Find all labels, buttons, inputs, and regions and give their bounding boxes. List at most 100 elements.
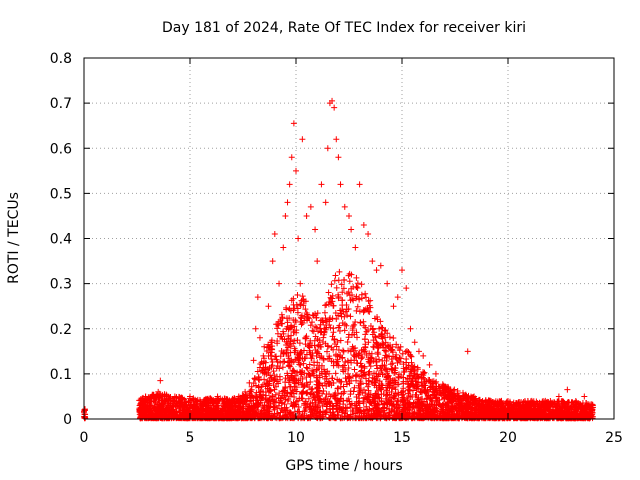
- roti-point: [397, 343, 404, 350]
- roti-point: [340, 285, 347, 292]
- roti-point: [227, 405, 234, 412]
- roti-point: [242, 388, 249, 395]
- roti-point: [406, 400, 413, 407]
- roti-point: [208, 397, 215, 404]
- roti-point: [464, 348, 471, 355]
- roti-point: [280, 244, 287, 251]
- roti-point: [538, 402, 545, 409]
- roti-point: [303, 364, 310, 371]
- roti-point: [299, 293, 306, 300]
- roti-point: [366, 399, 373, 406]
- roti-point: [290, 376, 297, 383]
- roti-point: [374, 365, 381, 372]
- roti-point: [282, 412, 289, 419]
- roti-point: [322, 199, 329, 206]
- roti-point: [315, 404, 322, 411]
- roti-point: [464, 406, 471, 413]
- roti-point: [292, 386, 299, 393]
- roti-point: [193, 397, 200, 404]
- roti-point: [181, 401, 188, 408]
- roti-point: [317, 329, 324, 336]
- roti-point: [150, 411, 157, 418]
- roti-point: [349, 415, 356, 422]
- roti-point: [337, 307, 344, 314]
- roti-point: [373, 267, 380, 274]
- roti-point: [353, 402, 360, 409]
- roti-point: [296, 395, 303, 402]
- roti-point: [534, 400, 541, 407]
- roti-point: [316, 374, 323, 381]
- roti-point: [333, 284, 340, 291]
- roti-point: [370, 357, 377, 364]
- roti-point: [246, 398, 253, 405]
- roti-point: [181, 415, 188, 422]
- y-tick-label: 0.8: [50, 51, 72, 67]
- roti-point: [266, 396, 273, 403]
- roti-point: [382, 415, 389, 422]
- roti-point: [337, 415, 344, 422]
- roti-point: [369, 331, 376, 338]
- roti-point: [420, 410, 427, 417]
- roti-point: [159, 409, 166, 416]
- roti-point: [277, 359, 284, 366]
- roti-point: [433, 395, 440, 402]
- roti-point: [350, 297, 357, 304]
- roti-point: [426, 361, 433, 368]
- roti-point: [375, 411, 382, 418]
- roti-point: [344, 312, 351, 319]
- roti-point: [259, 403, 266, 410]
- roti-point: [373, 373, 380, 380]
- roti-point: [365, 230, 372, 237]
- roti-point: [488, 397, 495, 404]
- roti-point: [307, 373, 314, 380]
- roti-point: [356, 181, 363, 188]
- roti-point: [347, 388, 354, 395]
- roti-point: [284, 359, 291, 366]
- roti-point: [305, 343, 312, 350]
- roti-point: [354, 334, 361, 341]
- roti-point: [173, 394, 180, 401]
- roti-point: [381, 409, 388, 416]
- roti-point: [547, 397, 554, 404]
- roti-point: [581, 415, 588, 422]
- roti-point: [196, 396, 203, 403]
- roti-point: [159, 415, 166, 422]
- roti-point: [339, 289, 346, 296]
- roti-point: [412, 392, 419, 399]
- roti-point: [345, 331, 352, 338]
- roti-point: [393, 351, 400, 358]
- roti-point: [386, 353, 393, 360]
- roti-point: [335, 385, 342, 392]
- roti-point: [490, 411, 497, 418]
- roti-point: [356, 296, 363, 303]
- roti-point: [349, 373, 356, 380]
- roti-point: [451, 386, 458, 393]
- roti-point: [229, 397, 236, 404]
- roti-point: [312, 333, 319, 340]
- roti-point: [351, 366, 358, 373]
- roti-point: [303, 351, 310, 358]
- roti-point: [341, 327, 348, 334]
- roti-point: [303, 310, 310, 317]
- roti-point: [559, 409, 566, 416]
- roti-point: [162, 411, 169, 418]
- roti-point: [577, 406, 584, 413]
- roti-point: [546, 406, 553, 413]
- roti-point: [206, 409, 213, 416]
- roti-point: [325, 380, 332, 387]
- roti-point: [349, 343, 356, 350]
- roti-point: [387, 394, 394, 401]
- roti-point: [479, 397, 486, 404]
- roti-point: [356, 308, 363, 315]
- roti-point: [163, 405, 170, 412]
- roti-point: [352, 372, 359, 379]
- roti-point: [351, 347, 358, 354]
- roti-point: [237, 400, 244, 407]
- roti-point: [384, 343, 391, 350]
- roti-point: [335, 346, 342, 353]
- roti-point: [390, 401, 397, 408]
- roti-point: [389, 343, 396, 350]
- roti-point: [339, 363, 346, 370]
- roti-point: [580, 408, 587, 415]
- roti-point: [276, 373, 283, 380]
